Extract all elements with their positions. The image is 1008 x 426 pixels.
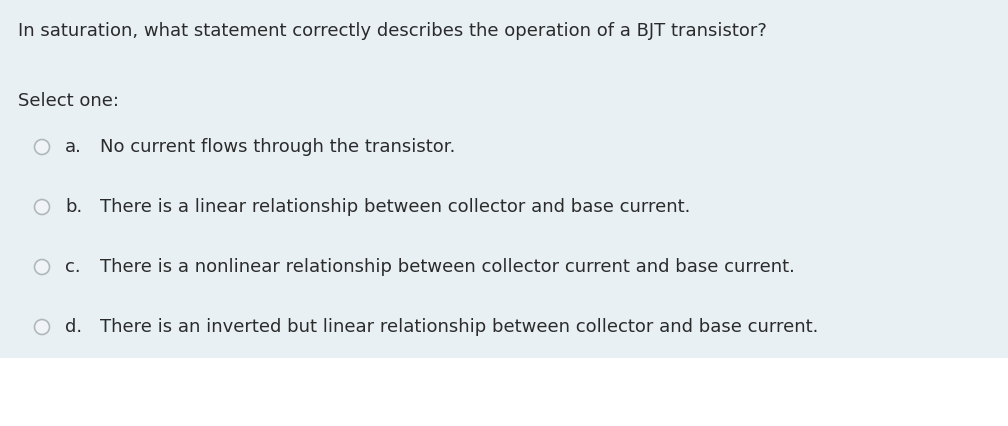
- Text: In saturation, what statement correctly describes the operation of a BJT transis: In saturation, what statement correctly …: [18, 22, 767, 40]
- Text: a.: a.: [65, 138, 82, 156]
- Text: c.: c.: [65, 258, 81, 276]
- Bar: [0, 358, 1008, 426]
- Circle shape: [34, 199, 49, 215]
- Text: There is a linear relationship between collector and base current.: There is a linear relationship between c…: [100, 198, 690, 216]
- Circle shape: [34, 139, 49, 155]
- Text: b.: b.: [65, 198, 83, 216]
- Text: No current flows through the transistor.: No current flows through the transistor.: [100, 138, 456, 156]
- Text: There is a nonlinear relationship between collector current and base current.: There is a nonlinear relationship betwee…: [100, 258, 795, 276]
- Text: There is an inverted but linear relationship between collector and base current.: There is an inverted but linear relation…: [100, 318, 818, 336]
- Circle shape: [34, 259, 49, 274]
- Circle shape: [34, 320, 49, 334]
- Text: d.: d.: [65, 318, 82, 336]
- Text: Select one:: Select one:: [18, 92, 119, 110]
